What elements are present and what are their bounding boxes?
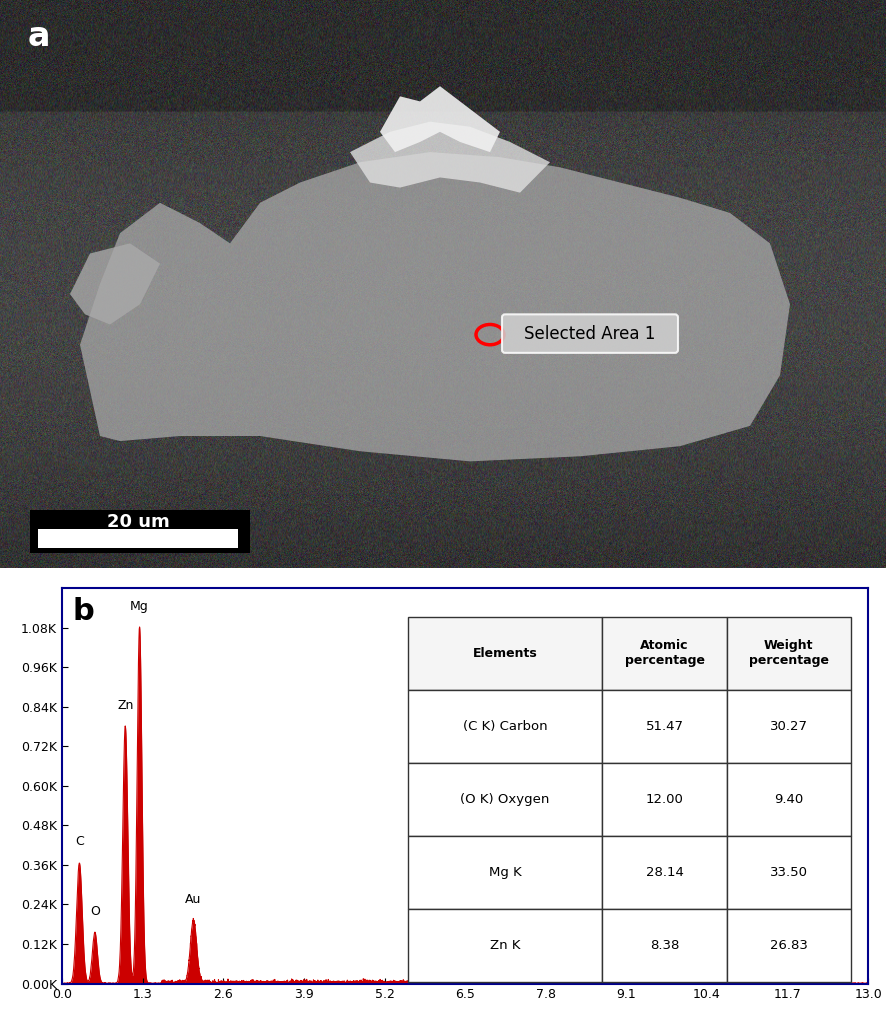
Text: Au: Au [185,893,202,907]
Polygon shape [380,86,500,152]
Polygon shape [80,152,790,461]
Text: Zn: Zn [622,933,638,946]
Text: a: a [28,20,51,54]
Polygon shape [70,243,160,324]
Bar [38,529,238,548]
Text: Zn: Zn [590,913,607,926]
Text: b: b [73,596,95,626]
Text: Selected Area 1: Selected Area 1 [525,324,656,343]
Bar [30,510,250,553]
Text: 20 um: 20 um [106,513,169,531]
Text: C: C [75,836,84,849]
Text: O: O [90,904,100,918]
Polygon shape [350,122,550,193]
Text: Mg: Mg [130,600,149,612]
Text: Zn: Zn [117,699,134,712]
FancyBboxPatch shape [502,314,678,353]
